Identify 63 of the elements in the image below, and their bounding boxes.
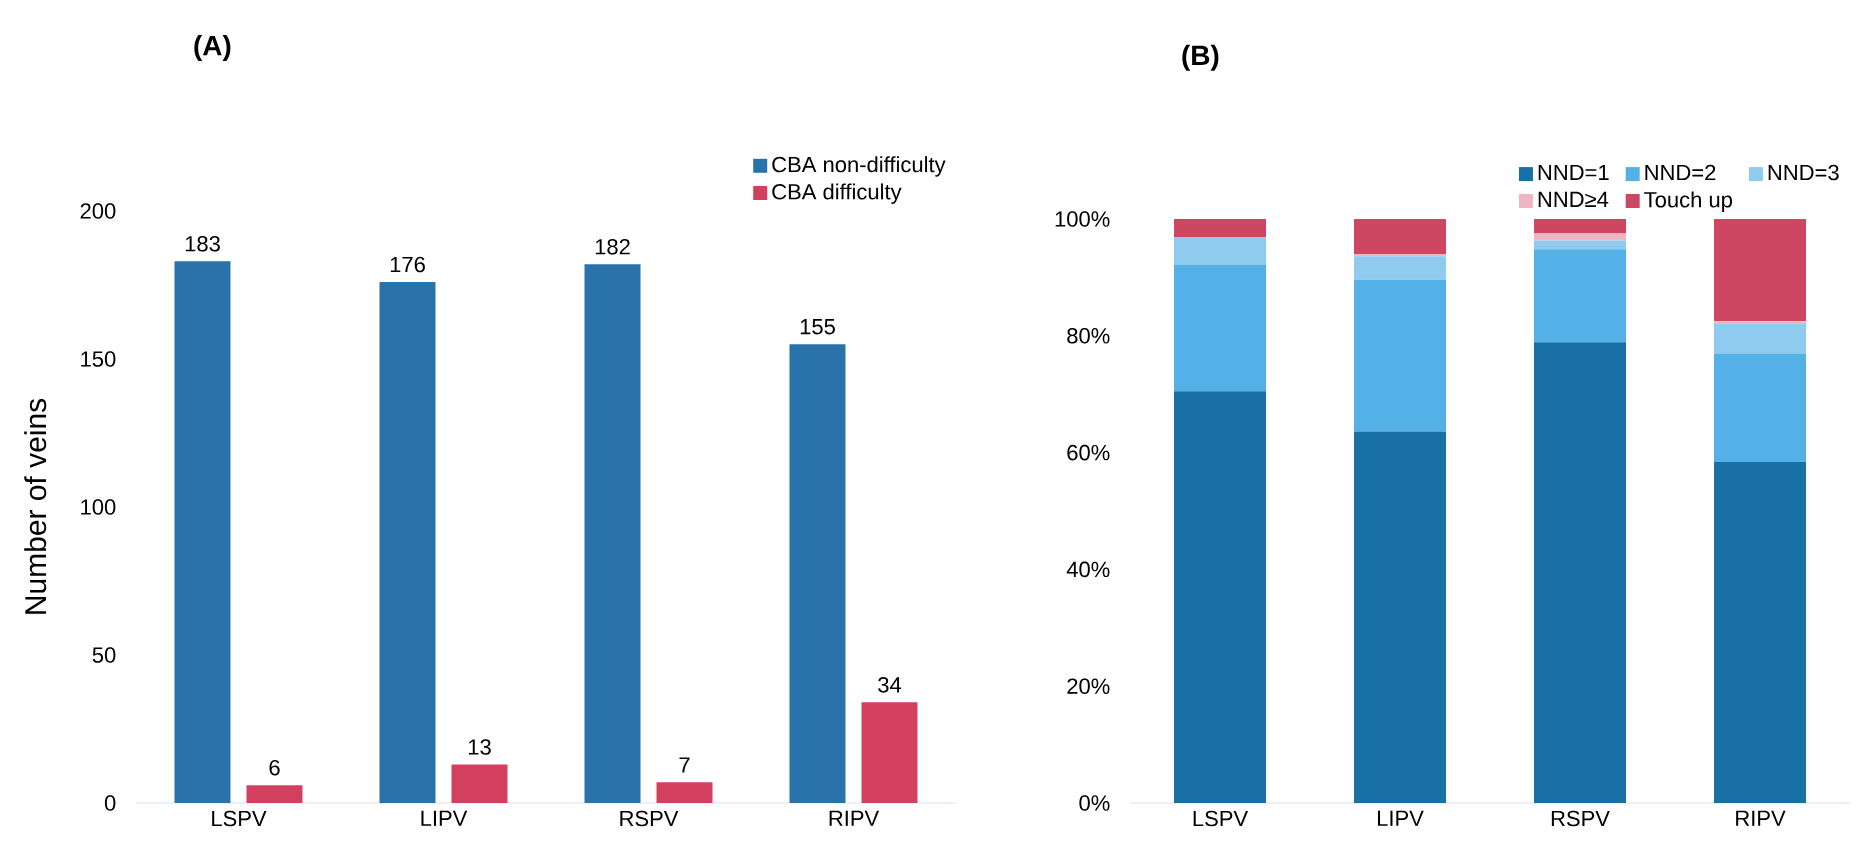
bar	[379, 282, 436, 803]
bar	[656, 782, 713, 803]
chart-title: (B)	[1182, 44, 1219, 71]
bar	[1534, 342, 1627, 803]
bar	[1174, 237, 1267, 265]
y-tick-label: 80%	[1067, 327, 1110, 344]
bar	[1354, 218, 1447, 255]
y-tick-label: 50	[92, 647, 116, 663]
x-tick-label: LIPV	[1377, 810, 1424, 826]
y-tick-label: 100%	[1055, 211, 1110, 227]
bar	[1354, 256, 1447, 280]
bar	[1354, 279, 1447, 432]
legend-label: NND≥4	[1538, 191, 1609, 207]
y-tick-label: 100	[81, 499, 116, 515]
x-tick-label: RIPV	[829, 810, 880, 826]
data-label: 34	[878, 677, 902, 693]
legend-label: NND=3	[1768, 164, 1839, 181]
bar	[1534, 233, 1627, 241]
x-tick-label: LSPV	[212, 810, 267, 827]
bar	[789, 344, 846, 803]
data-label: 182	[595, 238, 630, 255]
data-label: 176	[390, 256, 425, 273]
bar	[1174, 264, 1267, 392]
bar	[451, 764, 508, 803]
y-axis-title: Number of veins	[24, 398, 47, 614]
x-tick-label: LIPV	[421, 810, 468, 826]
bar	[1534, 249, 1627, 343]
data-label: 7	[679, 757, 690, 773]
y-tick-label: 20%	[1067, 678, 1110, 694]
data-label: 155	[800, 319, 835, 335]
bar	[1534, 218, 1627, 234]
legend-label: CBA non-difficulty	[772, 156, 946, 177]
bar	[246, 785, 303, 803]
y-tick-label: 0	[104, 795, 116, 811]
bar	[1174, 391, 1267, 803]
legend-label: NND=1	[1538, 164, 1609, 180]
x-tick-label: RSPV	[1551, 810, 1610, 827]
data-label: 6	[269, 759, 280, 776]
bar	[1714, 324, 1807, 354]
bar	[1714, 353, 1807, 462]
bar	[174, 261, 231, 803]
y-tick-label: 0%	[1079, 795, 1110, 811]
bar	[1354, 431, 1447, 803]
y-tick-label: 40%	[1066, 561, 1110, 578]
y-tick-label: 150	[81, 351, 116, 367]
bar	[861, 702, 918, 803]
bar	[584, 264, 641, 803]
x-tick-label: RIPV	[1736, 810, 1786, 826]
legend-label: CBA difficulty	[772, 183, 902, 204]
y-tick-label: 60%	[1067, 444, 1110, 461]
bar	[1714, 218, 1807, 322]
legend-label: NND=2	[1645, 164, 1716, 181]
data-label: 183	[185, 235, 220, 252]
chart-title: (A)	[194, 34, 231, 62]
bar	[1534, 240, 1627, 250]
bar	[1714, 321, 1807, 325]
y-tick-label: 200	[80, 203, 116, 219]
x-tick-label: LSPV	[1193, 810, 1249, 827]
bar	[1174, 218, 1267, 238]
x-tick-label: RSPV	[620, 810, 679, 827]
legend-label: Touch up	[1644, 191, 1732, 212]
data-label: 13	[468, 739, 491, 755]
bar	[1714, 461, 1807, 803]
